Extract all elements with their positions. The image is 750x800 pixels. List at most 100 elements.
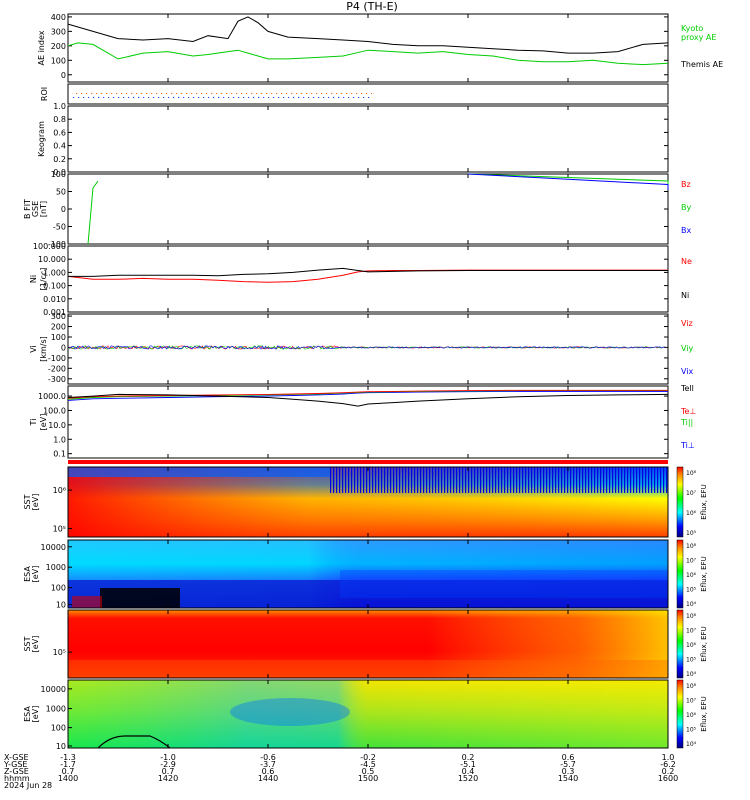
colorbar-3-tick: 10⁷ bbox=[686, 628, 697, 635]
esa-i-ytick-label: 10 bbox=[56, 742, 66, 751]
sst-i-overlay bbox=[68, 610, 668, 678]
colorbar-4-title: Eflux, EFU bbox=[700, 696, 708, 731]
temperature-ytick-label: 1000.0 bbox=[38, 392, 66, 401]
footer: X-GSE Y-GSE Z-GSE hhmm 2024 Jun 28 -1.3-… bbox=[3, 753, 678, 790]
roi-markers-orange bbox=[72, 90, 372, 94]
sst-ion-panel: SST [eV] 10⁵ bbox=[23, 609, 669, 679]
temperature-panel: Ti [eV] 1000.0 100.0 10.0 1.0 0.1 Tell Te⊥ T… bbox=[29, 384, 696, 459]
status-bar bbox=[68, 460, 668, 464]
temperature-series-te-perp bbox=[67, 389, 668, 399]
footer-xgse: 0.2 bbox=[462, 753, 475, 762]
density-ytick-label: 100.000 bbox=[33, 242, 66, 251]
keogram-ytick-label: 0.4 bbox=[53, 142, 66, 151]
density-ytick-label: 1.000 bbox=[43, 268, 66, 277]
b-ylabel-3: [nT] bbox=[39, 201, 48, 217]
density-ytick-label: 0.010 bbox=[43, 295, 66, 304]
footer-label-xgse: X-GSE bbox=[4, 753, 29, 762]
legend-ne: Ne bbox=[681, 257, 692, 266]
esa-i-blue-blob bbox=[230, 698, 350, 726]
legend-ni: Ni bbox=[681, 291, 689, 300]
esa-i-ylabel-2: [eV] bbox=[31, 706, 40, 723]
legend-vix: Vix bbox=[681, 367, 694, 376]
colorbar-1-tick: 10⁵ bbox=[686, 530, 697, 537]
footer-xgse: -1.0 bbox=[160, 753, 176, 762]
b-ytick-label: -100 bbox=[48, 240, 66, 249]
colorbar-1-tick: 10⁸ bbox=[686, 470, 697, 477]
velocity-ytick-label: 200 bbox=[51, 323, 66, 332]
velocity-ytick-label: -100 bbox=[48, 354, 66, 363]
keogram-ylabel: Keogram bbox=[37, 121, 46, 157]
temperature-ytick-label: 100.0 bbox=[43, 406, 66, 415]
footer-hhmm: 1520 bbox=[458, 774, 478, 783]
t-ylabel: Ti bbox=[29, 419, 38, 427]
esa-e-ytick-label: 100 bbox=[51, 584, 66, 593]
velocity-ytick-label: -300 bbox=[48, 375, 66, 384]
velocity-ytick-label: 300 bbox=[51, 312, 66, 321]
sst-e-ylabel: SST bbox=[23, 494, 32, 509]
b-ytick-label: 100 bbox=[51, 170, 66, 179]
ae-series-themis-ae bbox=[67, 16, 669, 54]
colorbar-4-tick: 10⁴ bbox=[686, 741, 697, 748]
sst-i-lower-band bbox=[68, 660, 668, 678]
legend-ti-par: Ti|| bbox=[680, 418, 693, 427]
keogram-ytick-label: 0.0 bbox=[53, 168, 66, 177]
footer-label-date: 2024 Jun 28 bbox=[4, 781, 52, 790]
esa-e-ytick-label: 10 bbox=[56, 601, 66, 610]
colorbar-4-tick: 10⁷ bbox=[686, 698, 697, 705]
b-ylabel-2: GSE bbox=[31, 201, 40, 217]
temperature-ytick-label: 0.1 bbox=[53, 450, 66, 459]
colorbar-2-tick: 10⁵ bbox=[686, 587, 697, 594]
footer-zgse: 0.7 bbox=[162, 767, 175, 776]
legend-themis-ae: Themis AE bbox=[680, 60, 723, 69]
b-ytick-label: 50 bbox=[56, 188, 66, 197]
keogram-ytick-label: 0.2 bbox=[53, 155, 66, 164]
footer-xgse: 1.0 bbox=[662, 753, 675, 762]
footer-label-ygse: Y-GSE bbox=[3, 760, 27, 769]
roi-markers-blue bbox=[72, 95, 372, 99]
footer-hhmm: 1540 bbox=[558, 774, 578, 783]
velocity-ytick-label: -200 bbox=[48, 364, 66, 373]
page-title: P4 (TH-E) bbox=[346, 0, 398, 13]
colorbar-4-tick: 10⁶ bbox=[686, 712, 697, 719]
esa-i-ytick-label: 100 bbox=[51, 724, 66, 733]
colorbar-4-tick: 10⁵ bbox=[686, 727, 697, 734]
esa-e-red-patch bbox=[72, 596, 102, 608]
keogram-ytick-label: 1.0 bbox=[53, 102, 66, 111]
sst-e-top-band bbox=[330, 467, 668, 493]
n-ylabel: Ni bbox=[29, 275, 38, 283]
temperature-series-tell bbox=[67, 393, 669, 407]
footer-hhmm: 1440 bbox=[258, 774, 278, 783]
footer-label-zgse: Z-GSE bbox=[4, 767, 29, 776]
ae-panel: AE index 0 100 200 300 400 Kyoto proxy AE Th… bbox=[37, 13, 723, 83]
footer-ygse: -3.7 bbox=[260, 760, 276, 769]
footer-ygse: -1.7 bbox=[60, 760, 76, 769]
ae-series-kyoto-proxy-ae bbox=[67, 42, 669, 66]
esa-electron-panel: ESA [eV] 10000 1000 100 10 bbox=[23, 539, 669, 610]
velocity-ytick-label: 0 bbox=[61, 343, 66, 352]
b-series-bx bbox=[467, 173, 669, 190]
keogram-ytick-label: 0.6 bbox=[53, 128, 66, 137]
keogram-panel: Keogram 0.0 0.2 0.4 0.6 0.8 1.0 bbox=[37, 102, 669, 177]
footer-zgse: 0.3 bbox=[562, 767, 575, 776]
sst-electron-panel: SST [eV] 10⁶ 10⁵ bbox=[23, 466, 669, 538]
footer-xgse: 0.6 bbox=[562, 753, 575, 762]
colorbar-2-tick: 10⁴ bbox=[686, 601, 697, 608]
legend-bx: Bx bbox=[681, 226, 691, 235]
ae-ytick-label: 200 bbox=[51, 42, 66, 51]
colorbar-3-title: Eflux, EFU bbox=[700, 626, 708, 661]
esa-i-ytick-label: 10000 bbox=[41, 685, 66, 694]
colorbar-1-tick: 10⁶ bbox=[686, 510, 697, 517]
velocity-ytick-label: 100 bbox=[51, 333, 66, 342]
footer-zgse: 0.4 bbox=[462, 767, 475, 776]
colorbar-2-tick: 10⁶ bbox=[686, 572, 697, 579]
colorbar-1-title: Eflux, EFU bbox=[700, 484, 708, 519]
footer-ygse: -4.5 bbox=[360, 760, 376, 769]
sst-e-top-band-left bbox=[68, 467, 330, 477]
colorbar-2-title: Eflux, EFU bbox=[700, 556, 708, 591]
ae-ytick-label: 100 bbox=[51, 56, 66, 65]
esa-ion-panel: ESA [eV] 10000 1000 100 10 bbox=[23, 679, 669, 751]
footer-zgse: 0.7 bbox=[62, 767, 75, 776]
footer-zgse: 0.6 bbox=[262, 767, 275, 776]
roi-panel: ROI bbox=[40, 83, 669, 105]
sst-i-ylabel-2: [eV] bbox=[31, 636, 40, 653]
